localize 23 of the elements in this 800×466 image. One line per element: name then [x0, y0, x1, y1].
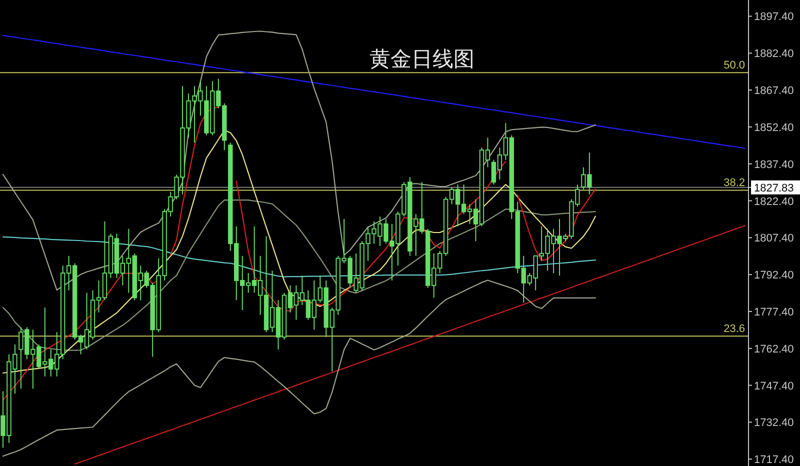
y-tick-label: 1747.40 — [754, 380, 794, 392]
y-tick-label: 1837.40 — [754, 158, 794, 171]
y-tick-label: 1792.40 — [754, 270, 794, 282]
y-tick-label: 1762.40 — [754, 343, 794, 356]
y-tick-label: 1897.40 — [754, 11, 794, 24]
line-series — [74, 225, 746, 465]
y-tick-label: 1882.40 — [754, 48, 794, 60]
line-series — [2, 280, 596, 457]
y-tick-label: 1852.40 — [754, 122, 794, 134]
y-tick-label: 1717.40 — [754, 454, 794, 466]
y-tick-label: 1822.40 — [754, 196, 794, 208]
line-series — [2, 34, 746, 149]
text: 黄金日线图 — [370, 48, 474, 71]
annotation: 23.6 — [724, 323, 745, 336]
line-series — [2, 30, 596, 291]
y-tick-label: 1807.40 — [754, 232, 794, 245]
y-tick-label: 1827.83 — [754, 182, 794, 194]
y-tick-label: 1867.40 — [754, 85, 794, 98]
annotation: 50.0 — [724, 60, 745, 72]
y-tick-label: 1777.40 — [754, 306, 794, 318]
annotation: 38.2 — [724, 177, 745, 190]
line-series — [2, 130, 596, 374]
y-tick-label: 1732.40 — [754, 417, 794, 430]
